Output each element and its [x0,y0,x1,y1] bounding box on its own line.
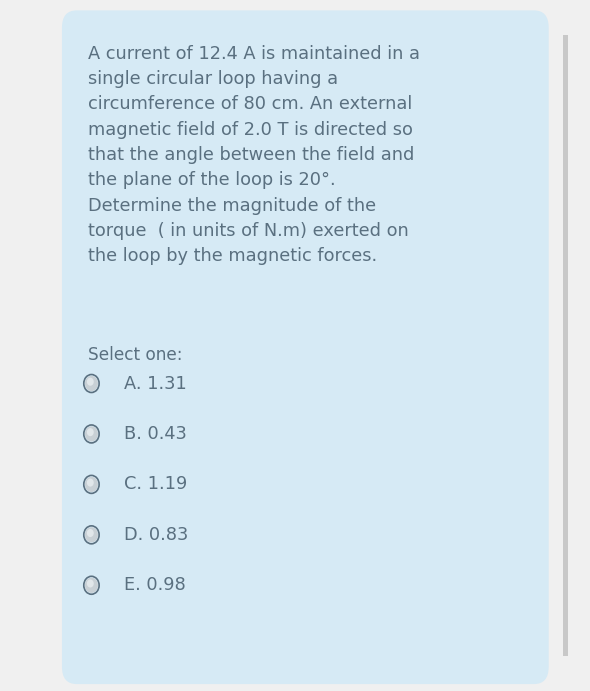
Circle shape [85,426,98,442]
Text: Select one:: Select one: [88,346,183,363]
Text: D. 0.83: D. 0.83 [124,526,188,544]
Circle shape [87,428,94,436]
Circle shape [85,578,98,593]
Circle shape [85,477,98,492]
Text: A current of 12.4 A is maintained in a
single circular loop having a
circumferen: A current of 12.4 A is maintained in a s… [88,45,421,265]
Circle shape [87,479,94,486]
Text: C. 1.19: C. 1.19 [124,475,187,493]
FancyBboxPatch shape [62,10,549,684]
Circle shape [87,378,94,386]
Text: A. 1.31: A. 1.31 [124,375,186,392]
Bar [563,35,568,656]
Text: B. 0.43: B. 0.43 [124,425,186,443]
Circle shape [87,580,94,587]
Text: E. 0.98: E. 0.98 [124,576,186,594]
Circle shape [87,529,94,537]
Circle shape [85,376,98,391]
Circle shape [85,527,98,542]
